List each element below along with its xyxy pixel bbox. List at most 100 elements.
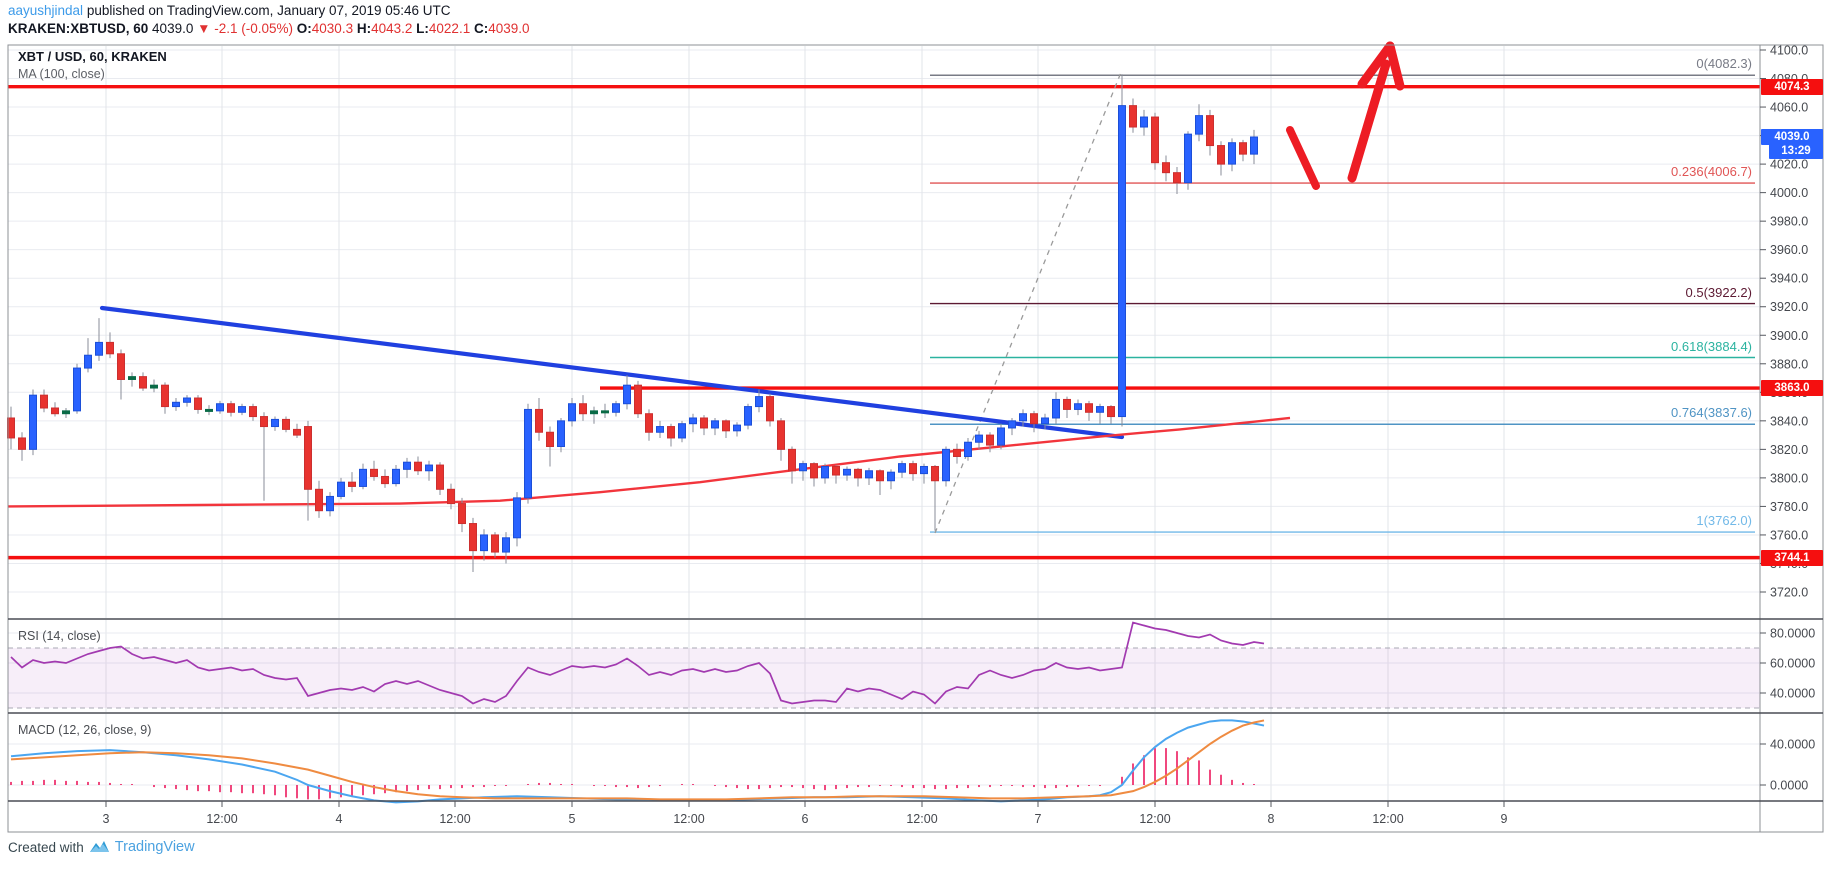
ma100-line — [7, 416, 1291, 508]
price-axis-label: 3840.0 — [1770, 414, 1808, 428]
candle-body — [854, 468, 862, 479]
candle-body — [799, 463, 807, 472]
bar-countdown-badge: 13:29 — [1769, 143, 1823, 159]
candle-body — [975, 434, 983, 443]
candle-body — [260, 416, 268, 428]
ma-indicator-legend[interactable]: MA (100, close) — [18, 67, 105, 81]
price-axis-label: 4000.0 — [1770, 186, 1808, 200]
price-axis-label: 3720.0 — [1770, 585, 1808, 599]
candle-body — [623, 384, 631, 405]
candle-body — [1019, 413, 1027, 422]
candle-body — [986, 434, 994, 446]
price-axis-label: 4060.0 — [1770, 101, 1808, 115]
chart-title-legend[interactable]: XBT / USD, 60, KRAKEN — [18, 49, 167, 64]
candle-body — [1217, 145, 1225, 165]
price-change: ▼ -2.1 (-0.05%) — [197, 21, 294, 36]
candle-body — [766, 396, 774, 422]
macd-signal-line — [10, 719, 1265, 801]
candle-body — [227, 403, 235, 413]
drawn-annotations[interactable] — [1286, 41, 1405, 190]
macd-axis-label: 40.0000 — [1770, 738, 1815, 752]
open-label: O: — [296, 21, 312, 36]
candle-body — [810, 463, 818, 479]
candle-body — [480, 534, 488, 552]
price-badge-4039.0: 4039.0 — [1761, 129, 1823, 145]
descending-trendline[interactable] — [99, 305, 1125, 440]
candle-body — [1206, 115, 1214, 147]
candle-body — [414, 461, 422, 472]
symbol-name[interactable]: KRAKEN:XBTUSD, 60 — [8, 21, 149, 36]
time-axis-label: 12:00 — [673, 812, 704, 826]
candle-body — [40, 394, 48, 409]
candle-body — [733, 424, 741, 432]
author-link[interactable]: aayushjindal — [8, 3, 84, 18]
candle-body — [1096, 406, 1104, 413]
candle-body — [1074, 403, 1082, 410]
candle-body — [689, 417, 697, 425]
tradingview-attribution: Created with TradingView — [8, 839, 195, 855]
price-axis-label: 3880.0 — [1770, 357, 1808, 371]
candle-body — [656, 426, 664, 433]
candle-body — [964, 441, 972, 457]
candle-body — [777, 420, 785, 450]
candle-body — [887, 471, 895, 482]
tradingview-logo-icon[interactable] — [89, 839, 110, 855]
candle-body — [568, 403, 576, 422]
candle-body — [876, 470, 884, 482]
publish-info-text: published on TradingView.com, January 07… — [83, 3, 451, 18]
candle-body — [216, 403, 224, 412]
price-axis-label: 3800.0 — [1770, 471, 1808, 485]
time-axis[interactable]: 3 12:00 4 12:00 5 12:00 6 12:00 7 12:00 8 12:00 9 — [103, 801, 1508, 826]
price-badge-4074.3: 4074.3 — [1761, 78, 1823, 95]
fib-label-0: 0(4082.3) — [1696, 56, 1752, 72]
time-axis-label: 6 — [802, 812, 809, 826]
candle-body — [832, 465, 840, 476]
candle-body — [1085, 403, 1093, 413]
candle-body — [172, 401, 180, 408]
candlestick-series[interactable] — [7, 74, 1258, 573]
candle-body — [557, 420, 565, 448]
candle-body — [95, 341, 103, 356]
rsi-axis-label: 80.0000 — [1770, 627, 1815, 641]
price-badge-3863.0: 3863.0 — [1761, 380, 1823, 397]
candle-body — [249, 406, 257, 418]
candle-body — [755, 396, 763, 408]
candle-body — [953, 448, 961, 457]
fib-retracement[interactable] — [930, 74, 1755, 533]
price-axis-label: 3960.0 — [1770, 243, 1808, 257]
last-price: 4039.0 — [152, 21, 194, 36]
price-axis-label: 3780.0 — [1770, 500, 1808, 514]
candle-body — [1107, 406, 1115, 418]
candle-body — [1239, 142, 1247, 155]
macd-histogram — [10, 748, 1255, 800]
candle-body — [920, 465, 928, 475]
candle-body — [1151, 116, 1159, 164]
created-with-text: Created with — [8, 839, 84, 855]
rsi-indicator-legend[interactable]: RSI (14, close) — [18, 629, 101, 643]
price-axis-label: 4020.0 — [1770, 158, 1808, 172]
candle-body — [469, 523, 477, 552]
candle-body — [238, 406, 246, 413]
candle-body — [370, 468, 378, 477]
macd-axis-label: 0.0000 — [1770, 779, 1808, 793]
candle-body — [667, 426, 675, 439]
tradingview-brand-link[interactable]: TradingView — [114, 839, 195, 855]
candle-body — [535, 408, 543, 433]
candle-body — [491, 534, 499, 553]
candle-body — [579, 403, 587, 415]
macd-indicator-legend[interactable]: MACD (12, 26, close, 9) — [18, 723, 152, 737]
candle-body — [1052, 398, 1060, 419]
rsi-axis-label: 60.0000 — [1770, 657, 1815, 671]
time-axis-label: 12:00 — [439, 812, 470, 826]
symbol-info-line: KRAKEN:XBTUSD, 60 4039.0 ▼ -2.1 (-0.05%)… — [8, 21, 530, 36]
time-axis-label: 12:00 — [1372, 812, 1403, 826]
price-axis-label: 3820.0 — [1770, 443, 1808, 457]
candle-body — [161, 384, 169, 408]
candle-body — [18, 437, 26, 450]
candle-body — [744, 406, 752, 426]
grid-lines — [8, 46, 1760, 800]
candle-body — [271, 418, 279, 428]
candle-body — [73, 367, 81, 412]
candle-body — [29, 394, 37, 450]
